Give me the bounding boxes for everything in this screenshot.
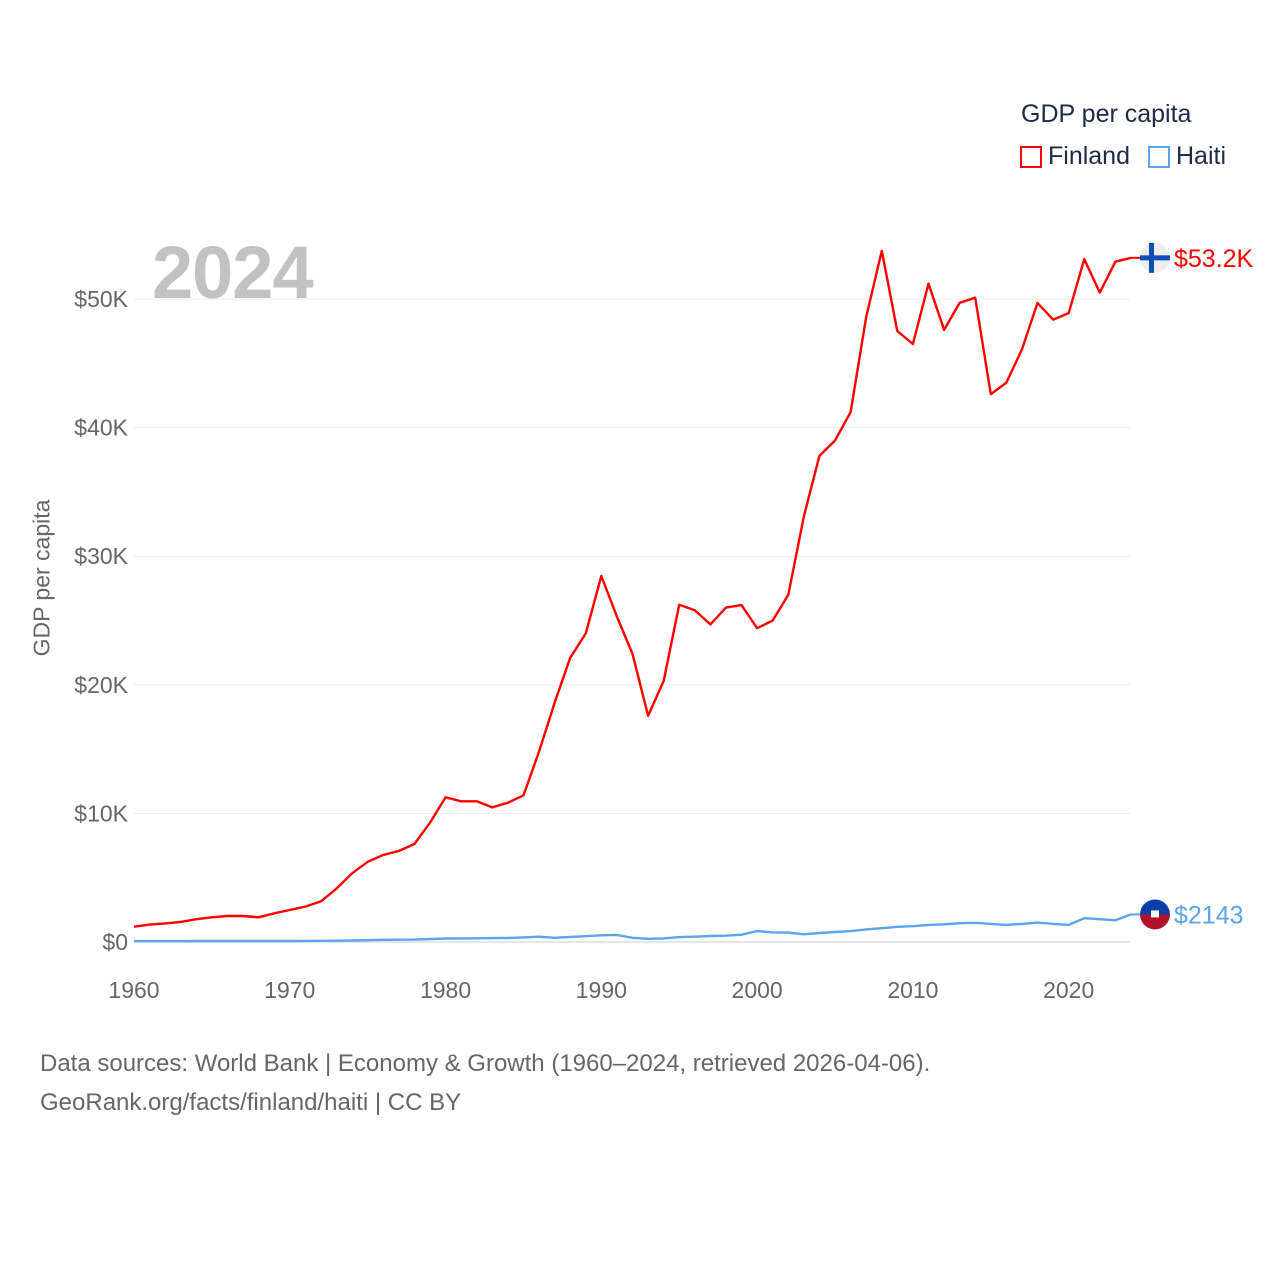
legend-label-finland: Finland bbox=[1048, 142, 1130, 170]
x-tick-label: 1960 bbox=[108, 977, 159, 1003]
x-tick-label: 1980 bbox=[420, 977, 471, 1003]
x-tick-label: 2000 bbox=[732, 977, 783, 1003]
footer: Data sources: World Bank | Economy & Gro… bbox=[40, 1044, 930, 1122]
data-source-text: Data sources: World Bank | Economy & Gro… bbox=[40, 1050, 931, 1077]
finland-flag-cross bbox=[1140, 255, 1170, 261]
haiti-flag-icon bbox=[1140, 899, 1170, 915]
y-tick-label: $50K bbox=[74, 286, 128, 312]
finland-flag-cross bbox=[1149, 242, 1154, 273]
legend-label-haiti: Haiti bbox=[1176, 142, 1227, 170]
legend: Finland Haiti bbox=[1020, 142, 1226, 171]
legend-swatch-finland bbox=[1020, 145, 1042, 168]
haiti-flag-icon bbox=[1140, 914, 1170, 930]
x-tick-label: 2010 bbox=[887, 977, 938, 1003]
y-tick-label: $20K bbox=[74, 672, 128, 698]
series-line-finland bbox=[133, 249, 1132, 928]
legend-title: GDP per capita bbox=[1021, 100, 1192, 128]
haiti-end-value: $2143 bbox=[1174, 901, 1244, 929]
year-display: 2024 bbox=[152, 231, 314, 314]
x-tick-label: 1970 bbox=[264, 977, 315, 1003]
y-axis-title: GDP per capita bbox=[28, 499, 55, 657]
x-tick-label: 2020 bbox=[1043, 977, 1094, 1003]
haiti-flag-emblem bbox=[1151, 910, 1159, 918]
legend-item-haiti[interactable]: Haiti bbox=[1148, 142, 1226, 171]
y-tick-label: $30K bbox=[74, 543, 128, 569]
attribution-link[interactable]: GeoRank.org/facts/finland/haiti | CC BY bbox=[40, 1089, 462, 1116]
x-tick-label: 1990 bbox=[576, 977, 627, 1003]
y-tick-label: $40K bbox=[74, 415, 128, 441]
legend-item-finland[interactable]: Finland bbox=[1020, 142, 1130, 171]
series-line-haiti bbox=[134, 913, 1132, 943]
y-tick-label: $10K bbox=[74, 800, 128, 826]
legend-swatch-haiti bbox=[1148, 145, 1170, 168]
finland-end-value: $53.2K bbox=[1174, 245, 1254, 273]
y-tick-label: $0 bbox=[102, 929, 128, 955]
